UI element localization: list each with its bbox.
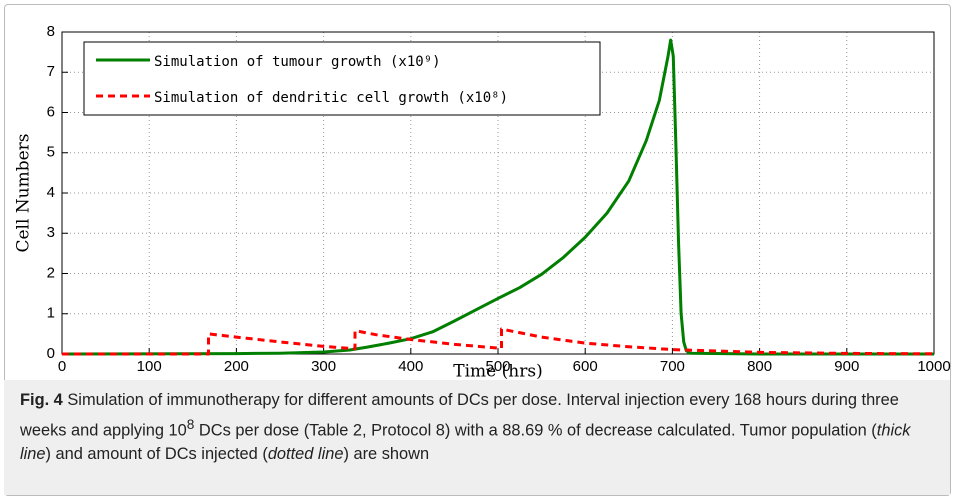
caption: Fig. 4 Simulation of immunotherapy for d… [4, 380, 950, 495]
caption-italic: dotted line [267, 445, 344, 464]
x-tick-label: 700 [660, 358, 685, 375]
caption-text: Simulation of immunotherapy for differen… [20, 391, 899, 439]
legend-label: Simulation of dendritic cell growth (x10… [154, 90, 508, 106]
y-tick-label: 6 [47, 103, 55, 120]
x-tick-label: 0 [58, 358, 66, 375]
caption-italic: thick line [20, 420, 911, 464]
y-tick-label: 8 [47, 23, 55, 40]
x-tick-label: 200 [224, 358, 249, 375]
x-tick-label: 100 [137, 358, 162, 375]
caption-text: ) and amount of DCs injected ( [45, 445, 268, 464]
legend-box [83, 41, 601, 116]
y-tick-label: 4 [47, 184, 55, 201]
data-line [61, 38, 934, 356]
data-line [62, 327, 935, 356]
figure-frame [4, 4, 951, 496]
x-tick-label: 600 [573, 358, 598, 375]
x-tick-label: 500 [485, 358, 510, 375]
x-tick-label: 1000 [917, 358, 950, 375]
y-tick-label: 0 [47, 345, 55, 362]
y-axis-label: Cell Numbers [14, 133, 34, 252]
y-tick-label: 3 [47, 224, 55, 241]
caption-label: Fig. 4 [20, 391, 63, 409]
caption-superscript: 8 [186, 416, 195, 432]
x-axis-label: Time (hrs) [453, 362, 542, 381]
x-tick-label: 800 [747, 358, 772, 375]
caption-text: DCs per dose (Table 2, Protocol 8) with … [194, 420, 877, 439]
plot-border [61, 31, 935, 355]
x-tick-label: 400 [398, 358, 423, 375]
caption-text: ) are shown [343, 445, 430, 464]
x-tick-label: 900 [834, 358, 859, 375]
chart: Time (hrs) Cell Numbers 0 1 2 3 4 5 6 7 8 0 100 200… [14, 23, 951, 381]
x-tick-label: 300 [311, 358, 336, 375]
y-tick-label: 1 [47, 305, 55, 322]
y-tick-label: 7 [47, 63, 55, 80]
legend-label: Simulation of tumour growth (x10⁹) [154, 54, 441, 70]
y-tick-label: 5 [47, 144, 55, 161]
y-tick-label: 2 [47, 264, 55, 281]
